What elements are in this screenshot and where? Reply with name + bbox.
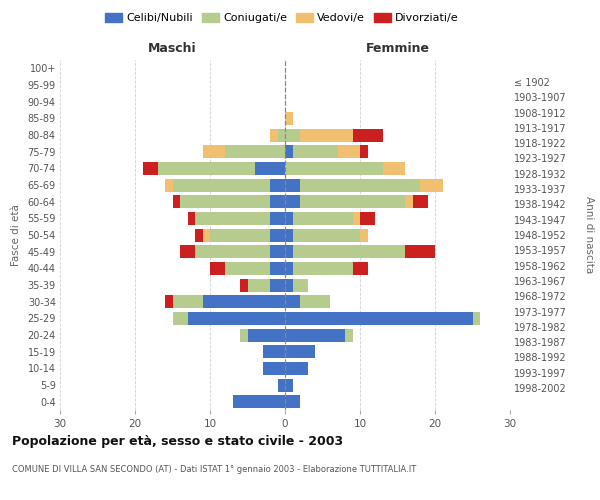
Bar — [360, 145, 367, 158]
Bar — [255, 162, 285, 175]
Bar — [195, 228, 203, 241]
Bar — [233, 395, 285, 408]
Bar — [300, 295, 330, 308]
Bar — [285, 245, 293, 258]
Bar — [360, 228, 367, 241]
Bar — [270, 262, 285, 275]
Bar — [173, 178, 270, 192]
Y-axis label: Fasce di età: Fasce di età — [11, 204, 20, 266]
Bar — [143, 162, 157, 175]
Bar — [203, 145, 225, 158]
Bar — [270, 212, 285, 225]
Bar — [285, 212, 293, 225]
Bar — [293, 278, 308, 291]
Bar — [285, 128, 300, 141]
Y-axis label: Anni di nascita: Anni di nascita — [584, 196, 594, 274]
Bar — [285, 312, 473, 325]
Bar — [285, 378, 293, 392]
Bar — [473, 312, 480, 325]
Bar — [225, 262, 270, 275]
Bar — [165, 178, 173, 192]
Bar — [180, 245, 195, 258]
Bar — [360, 212, 375, 225]
Legend: Celibi/Nubili, Coniugati/e, Vedovi/e, Divorziati/e: Celibi/Nubili, Coniugati/e, Vedovi/e, Di… — [101, 8, 463, 28]
Bar — [300, 128, 353, 141]
Bar — [270, 128, 277, 141]
Bar — [173, 195, 180, 208]
Bar — [240, 278, 248, 291]
Bar — [210, 228, 270, 241]
Bar — [285, 278, 293, 291]
Bar — [270, 195, 285, 208]
Bar — [248, 328, 285, 342]
Bar — [285, 328, 345, 342]
Bar — [157, 162, 255, 175]
Bar — [248, 278, 270, 291]
Bar — [195, 245, 270, 258]
Bar — [270, 228, 285, 241]
Bar — [285, 178, 300, 192]
Bar — [300, 178, 420, 192]
Bar — [285, 195, 300, 208]
Bar — [203, 228, 210, 241]
Bar — [263, 362, 285, 375]
Bar — [165, 295, 173, 308]
Bar — [195, 212, 270, 225]
Bar — [293, 245, 405, 258]
Bar — [270, 245, 285, 258]
Bar — [285, 112, 293, 125]
Bar — [285, 228, 293, 241]
Bar — [270, 178, 285, 192]
Bar — [210, 262, 225, 275]
Bar — [263, 345, 285, 358]
Bar — [293, 262, 353, 275]
Bar — [337, 145, 360, 158]
Bar — [277, 378, 285, 392]
Bar — [180, 195, 270, 208]
Bar — [353, 262, 367, 275]
Bar — [187, 312, 285, 325]
Text: COMUNE DI VILLA SAN SECONDO (AT) - Dati ISTAT 1° gennaio 2003 - Elaborazione TUT: COMUNE DI VILLA SAN SECONDO (AT) - Dati … — [12, 465, 416, 474]
Bar — [345, 328, 353, 342]
Bar — [420, 178, 443, 192]
Bar — [285, 145, 293, 158]
Bar — [293, 145, 337, 158]
Bar — [293, 212, 353, 225]
Text: Maschi: Maschi — [148, 42, 197, 55]
Bar — [405, 195, 413, 208]
Text: Popolazione per età, sesso e stato civile - 2003: Popolazione per età, sesso e stato civil… — [12, 435, 343, 448]
Bar — [405, 245, 435, 258]
Bar — [225, 145, 285, 158]
Bar — [353, 212, 360, 225]
Bar — [277, 128, 285, 141]
Bar — [413, 195, 427, 208]
Bar — [285, 362, 308, 375]
Bar — [173, 312, 187, 325]
Bar — [173, 295, 203, 308]
Bar — [383, 162, 405, 175]
Bar — [203, 295, 285, 308]
Bar — [353, 128, 383, 141]
Text: Femmine: Femmine — [365, 42, 430, 55]
Bar — [285, 345, 315, 358]
Bar — [285, 262, 293, 275]
Bar — [270, 278, 285, 291]
Bar — [187, 212, 195, 225]
Bar — [300, 195, 405, 208]
Bar — [285, 295, 300, 308]
Bar — [285, 395, 300, 408]
Bar — [240, 328, 248, 342]
Bar — [293, 228, 360, 241]
Bar — [285, 162, 383, 175]
